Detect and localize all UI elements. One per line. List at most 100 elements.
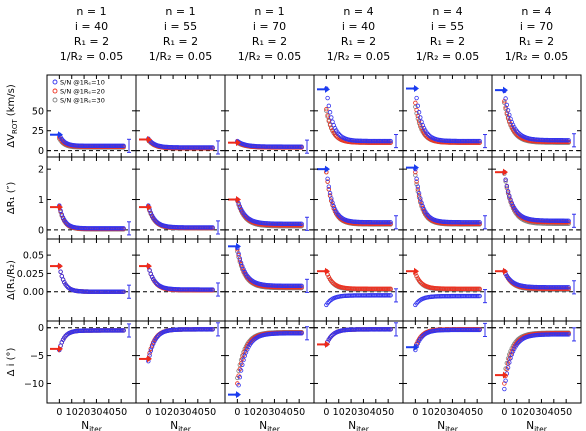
x-tick-label: 30 xyxy=(446,407,458,418)
start-arrow-marker xyxy=(406,343,419,351)
data-point xyxy=(418,279,423,285)
panel xyxy=(135,156,226,240)
panel-frame xyxy=(313,238,404,322)
data-point xyxy=(503,96,508,101)
error-bar xyxy=(572,213,576,228)
series-points xyxy=(324,327,393,347)
panel: 0 25 50 xyxy=(32,74,137,158)
column-header-line: 1/R₂ = 0.05 xyxy=(60,50,123,63)
x-tick-label: 40 xyxy=(192,407,204,418)
column-header-line: R₁ = 2 xyxy=(163,35,198,48)
x-tick-label: 40 xyxy=(281,407,293,418)
series-points xyxy=(146,327,215,364)
x-tick-label: 0 xyxy=(412,407,418,418)
column-header-line: i = 40 xyxy=(75,20,108,33)
data-point xyxy=(326,103,332,109)
data-point xyxy=(415,184,421,189)
start-arrow-marker xyxy=(495,371,508,379)
legend-marker xyxy=(52,88,58,94)
y-tick-label: 0.05 xyxy=(23,251,44,262)
start-arrow-marker xyxy=(406,164,419,172)
error-bar xyxy=(127,138,131,153)
data-point xyxy=(425,131,430,137)
data-point xyxy=(324,107,329,112)
data-point xyxy=(415,187,421,192)
column-header-line: R₁ = 2 xyxy=(252,35,287,48)
panel xyxy=(224,156,315,240)
x-tick-label: 20 xyxy=(167,407,179,418)
data-point xyxy=(325,95,330,101)
x-tick-label: 10 xyxy=(155,407,167,418)
panel xyxy=(402,320,493,404)
y-axis-label: ΔVROT (km/s) xyxy=(6,84,19,148)
data-point xyxy=(326,118,332,123)
data-point xyxy=(58,269,63,274)
y-tick-label: 0 xyxy=(38,146,44,157)
series-points xyxy=(235,329,304,397)
data-point xyxy=(414,273,419,279)
legend-marker xyxy=(52,97,58,103)
data-point xyxy=(121,226,126,231)
start-arrow-marker xyxy=(495,86,508,94)
panel-frame xyxy=(224,238,315,322)
data-point xyxy=(414,176,419,181)
panel: 0.00 0.025 0.05 xyxy=(17,238,137,322)
data-point xyxy=(388,293,393,298)
column-header-line: i = 70 xyxy=(253,20,286,33)
x-tick-label: 10 xyxy=(333,407,345,418)
start-arrow-marker xyxy=(317,267,330,275)
column-header-line: n = 4 xyxy=(432,5,462,18)
series-points xyxy=(324,86,393,145)
data-point xyxy=(388,220,393,225)
data-point xyxy=(566,138,571,143)
data-point xyxy=(330,119,335,124)
legend-entry: S/N @1Rₑ=10 xyxy=(60,78,105,86)
column-header-line: R₁ = 2 xyxy=(74,35,109,48)
data-point xyxy=(388,138,393,144)
data-point xyxy=(504,183,510,189)
error-bar xyxy=(483,215,487,230)
data-point xyxy=(121,289,126,294)
x-tick-label: 50 xyxy=(293,407,305,418)
data-point xyxy=(210,287,215,292)
data-point xyxy=(504,102,510,108)
data-point xyxy=(299,144,304,149)
data-point xyxy=(149,274,155,279)
data-point xyxy=(503,378,508,383)
panel-frame xyxy=(46,320,137,404)
start-arrow-marker xyxy=(228,242,241,250)
y-tick-label: −10 xyxy=(24,379,44,390)
error-bar xyxy=(305,216,309,231)
data-point xyxy=(332,206,338,212)
series-points xyxy=(324,166,393,227)
panel: −10 −5 0 xyxy=(24,320,137,404)
data-point xyxy=(504,110,510,115)
data-point xyxy=(388,327,393,332)
panel-frame xyxy=(402,320,493,404)
data-point xyxy=(121,143,126,149)
column-header-line: n = 1 xyxy=(76,5,106,18)
data-point xyxy=(332,125,338,131)
error-bar xyxy=(305,326,309,341)
panel xyxy=(491,156,582,240)
column-header-line: n = 4 xyxy=(521,5,551,18)
data-point xyxy=(241,268,246,273)
error-bar xyxy=(483,322,487,337)
column-header-line: n = 4 xyxy=(343,5,373,18)
panel xyxy=(313,238,404,322)
x-tick-label: 30 xyxy=(535,407,547,418)
data-point xyxy=(413,169,418,175)
x-tick-label: 40 xyxy=(103,407,115,418)
data-point xyxy=(507,112,512,118)
legend-entry: S/N @1Rₑ=20 xyxy=(60,87,105,95)
y-tick-label: 50 xyxy=(32,106,44,117)
column-header-line: R₁ = 2 xyxy=(519,35,554,48)
data-point xyxy=(121,328,126,333)
data-point xyxy=(324,108,329,114)
data-point xyxy=(58,208,63,213)
data-point xyxy=(241,267,246,272)
data-point xyxy=(414,95,419,101)
column-header-line: R₁ = 2 xyxy=(430,35,465,48)
legend-marker xyxy=(52,79,58,85)
panel-frame xyxy=(135,320,226,404)
